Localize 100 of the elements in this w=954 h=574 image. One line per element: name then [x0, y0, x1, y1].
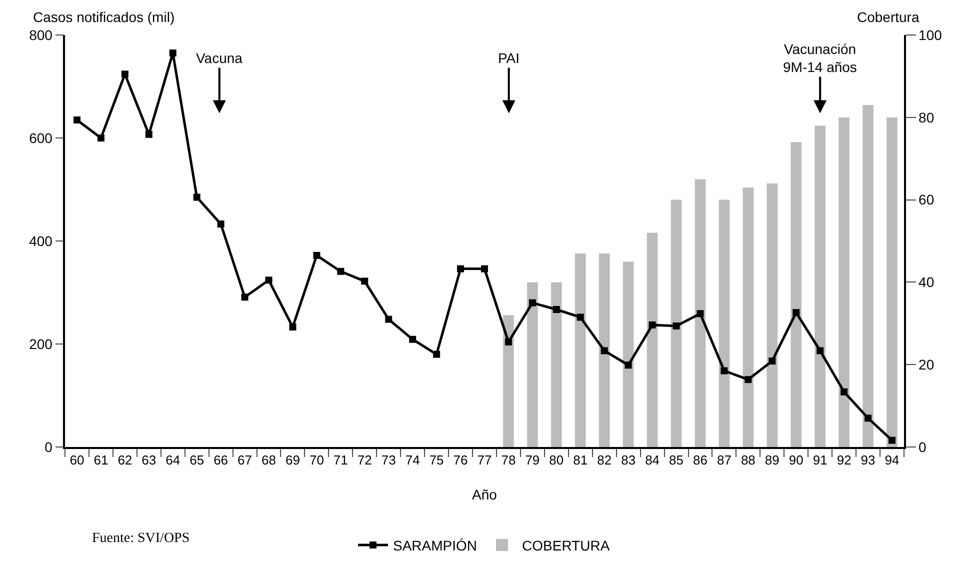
bar [598, 253, 610, 447]
x-tick-label: 74 [405, 452, 420, 468]
point [121, 70, 128, 78]
annotation: Vacunación 9M-14 años [783, 41, 857, 76]
point [576, 314, 584, 321]
x-tick-label: 66 [214, 452, 228, 468]
y-tick-label: 200 [29, 336, 53, 352]
x-tick-label: 84 [645, 452, 660, 468]
bar [862, 105, 874, 447]
point [672, 322, 680, 330]
x-tick-label: 91 [812, 452, 828, 468]
y-tick-label: 400 [29, 232, 53, 249]
bar [527, 282, 538, 447]
x-tick-label: 78 [501, 452, 516, 468]
x-tick-label: 67 [238, 452, 252, 468]
legend-label: SARAMPIÓN [393, 537, 478, 554]
x-tick-label: 64 [166, 452, 180, 468]
x-tick-label: 86 [693, 452, 708, 468]
point [816, 347, 824, 354]
x-tick-label: 81 [573, 452, 588, 468]
x-tick-label: 68 [262, 452, 276, 468]
bar [742, 187, 754, 447]
y-tick-label: 0 [44, 438, 53, 455]
point [265, 276, 272, 284]
x-tick-label: 72 [357, 452, 372, 468]
x-tick-label: 87 [716, 452, 732, 468]
y2-tick-label: 20 [918, 356, 934, 372]
point [241, 294, 248, 301]
bar [574, 253, 586, 447]
source-note: Fuente: SVI/OPS [92, 531, 190, 546]
point [768, 358, 776, 364]
point [552, 306, 560, 313]
bar [766, 183, 778, 447]
x-tick-label: 63 [142, 452, 156, 468]
bar [670, 200, 682, 447]
point [624, 362, 632, 369]
point [409, 336, 416, 343]
bar [838, 117, 850, 447]
x-tick-label: 88 [740, 452, 756, 468]
point [720, 367, 728, 374]
x-tick-label: 83 [621, 452, 636, 468]
point [864, 414, 872, 422]
point [145, 130, 152, 138]
point [313, 252, 320, 259]
point [337, 268, 344, 275]
x-tick-label: 94 [884, 452, 900, 468]
x-tick-label: 70 [309, 452, 324, 468]
bar [622, 262, 634, 447]
point [792, 309, 800, 316]
point [888, 436, 896, 444]
x-tick-label: 89 [764, 452, 780, 468]
point [385, 316, 392, 323]
point [840, 388, 848, 396]
point [600, 347, 608, 354]
bar [694, 179, 706, 447]
x-tick-label: 75 [429, 452, 444, 468]
point [289, 324, 296, 331]
x-tick-label: 85 [669, 452, 684, 468]
y-tick-label: 800 [29, 26, 53, 43]
x-tick-label: 92 [836, 452, 852, 468]
x-tick-label: 65 [190, 452, 204, 468]
point [73, 116, 80, 124]
x-tick-label: 76 [453, 452, 468, 468]
x-tick-label: 79 [525, 452, 540, 468]
point [433, 350, 440, 358]
annotation: Vacuna [196, 50, 243, 66]
point [217, 220, 224, 228]
x-tick-label: 73 [381, 452, 396, 468]
x-tick-label: 93 [860, 452, 876, 468]
point [504, 338, 512, 346]
x-tick-label: 69 [285, 452, 300, 468]
legend-label: COBERTURA [522, 537, 610, 554]
point [744, 376, 752, 384]
bar [718, 200, 730, 447]
x-tick-label: 77 [477, 452, 492, 468]
bar [646, 232, 658, 447]
point [481, 265, 488, 272]
bar [814, 126, 826, 447]
point [97, 134, 104, 142]
annotation: PAI [498, 50, 520, 66]
y2-tick-label: 80 [918, 109, 934, 126]
y2-axis-title: Cobertura [857, 9, 920, 25]
x-tick-label: 90 [788, 452, 804, 468]
point [193, 194, 200, 201]
y2-tick-label: 0 [918, 438, 927, 455]
x-tick-label: 71 [333, 452, 348, 468]
bar [551, 282, 562, 447]
bar [503, 315, 514, 447]
point [696, 310, 704, 318]
x-tick-label: 82 [597, 452, 612, 468]
bar [886, 117, 898, 447]
point [169, 50, 176, 57]
y2-tick-label: 40 [918, 274, 934, 290]
y2-tick-label: 100 [918, 26, 942, 43]
y-axis-title: Casos notificados (mil) [33, 9, 175, 25]
x-tick-label: 60 [70, 452, 84, 468]
bar [790, 142, 802, 447]
x-axis-title: Año [472, 486, 498, 502]
point [528, 299, 536, 306]
point [457, 265, 464, 272]
